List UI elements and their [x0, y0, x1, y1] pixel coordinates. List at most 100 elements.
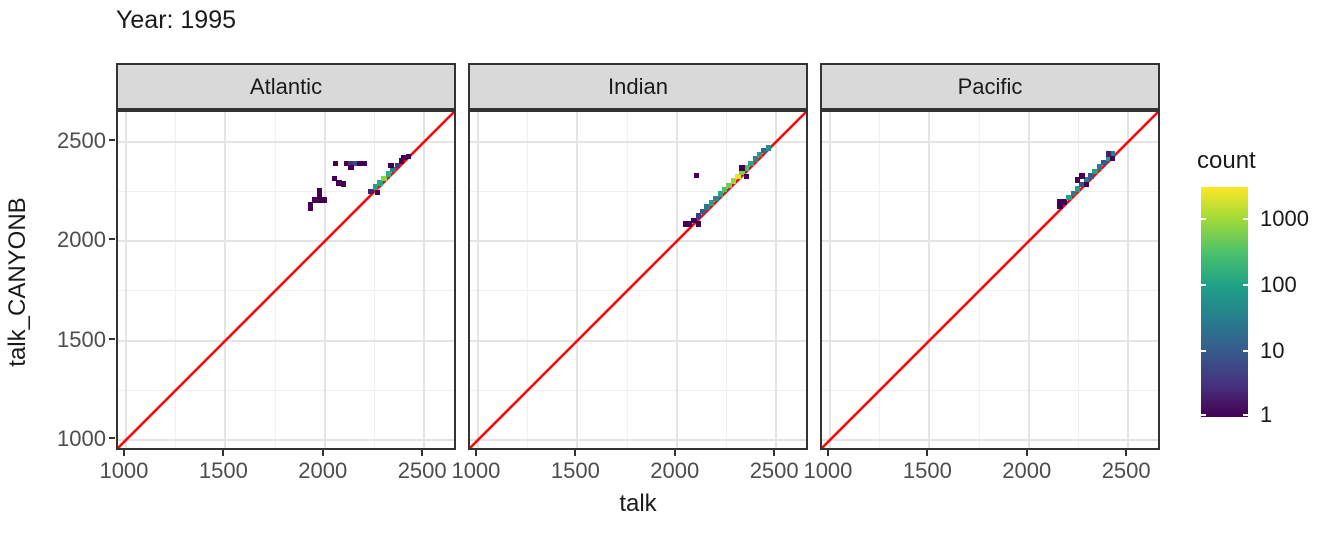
legend-tick-dash [1201, 349, 1206, 352]
major-gridline [118, 240, 454, 243]
legend-tick-dash [1243, 283, 1248, 286]
minor-gridline [373, 112, 375, 448]
identity-reference-line [822, 112, 1158, 448]
facet-strip-indian: Indian [468, 63, 808, 110]
facet-strip-label: Pacific [957, 73, 1023, 99]
major-gridline [470, 140, 806, 143]
legend-tick-dash [1201, 217, 1206, 220]
legend-tick-dash [1243, 217, 1248, 220]
minor-gridline [118, 290, 454, 292]
bin-cell [1109, 155, 1116, 162]
bin-cell [1105, 151, 1112, 157]
bin-cell [717, 191, 724, 197]
minor-gridline [725, 112, 727, 448]
facet-panel-indian [468, 110, 808, 450]
major-gridline [1127, 112, 1130, 448]
bin-cell [316, 188, 323, 194]
bin-cell [1092, 168, 1098, 175]
x-axis-tick [1125, 450, 1128, 456]
bin-cell [307, 205, 314, 212]
bin-cell [1057, 199, 1063, 205]
minor-gridline [1077, 112, 1079, 448]
major-gridline [470, 339, 806, 342]
minor-gridline [118, 389, 454, 391]
y-tick-label: 1000 [57, 426, 106, 452]
minor-gridline [470, 389, 806, 391]
major-gridline [576, 112, 579, 448]
bin-cell [686, 221, 693, 227]
legend-tick-dash [1243, 349, 1248, 352]
bin-cell [1074, 177, 1081, 183]
bin-cell [1079, 173, 1085, 179]
facet-panel-atlantic [116, 110, 456, 450]
legend-title: count [1197, 147, 1256, 174]
x-tick-label: 1000 [99, 458, 149, 483]
bin-cell [708, 200, 715, 206]
bin-cell [401, 154, 407, 161]
major-gridline [118, 439, 454, 442]
bin-cell [316, 192, 323, 199]
bin-cell [735, 173, 741, 180]
major-gridline [423, 112, 426, 448]
minor-gridline [175, 112, 177, 448]
x-axis-tick [826, 450, 829, 456]
bin-cell [756, 151, 763, 158]
bin-cell [374, 189, 381, 196]
major-gridline [822, 439, 1158, 442]
y-axis-tick [109, 138, 115, 141]
legend-tick-dash [1243, 414, 1248, 416]
bin-cell [398, 158, 405, 164]
minor-gridline [879, 112, 881, 448]
y-tick-label: 2000 [57, 227, 106, 253]
x-axis-tick [321, 450, 324, 456]
x-tick-label: 1000 [451, 458, 501, 483]
major-gridline [323, 112, 326, 448]
major-gridline [822, 240, 1158, 243]
x-axis-tick [773, 450, 776, 456]
bin-cell [340, 181, 346, 187]
bin-cell [348, 160, 354, 167]
bin-cell [748, 160, 754, 167]
x-tick-label: 1500 [550, 458, 600, 483]
facet-panel-pacific [820, 110, 1160, 450]
bin-cell [1096, 164, 1103, 170]
x-tick-label: 2500 [1101, 458, 1151, 483]
bin-cell [1061, 199, 1068, 205]
y-axis-title: talk_CANYONB [4, 197, 31, 367]
facet-strip-label: Atlantic [249, 73, 323, 99]
bin-cell [695, 221, 702, 227]
minor-gridline [822, 389, 1158, 391]
bin-cell [321, 197, 327, 203]
bin-cell [388, 162, 394, 169]
major-gridline [828, 112, 831, 448]
legend-tick-label: 10 [1260, 337, 1285, 363]
bin-cell [1083, 177, 1090, 183]
x-tick-label: 2500 [749, 458, 799, 483]
minor-gridline [978, 112, 980, 448]
bin-cell [743, 173, 750, 180]
legend-colorbar [1201, 187, 1248, 417]
legend-tick-dash [1201, 414, 1206, 416]
y-axis-tick [109, 337, 115, 340]
bin-cell [739, 169, 745, 175]
bin-cell [377, 180, 383, 186]
bin-cell [704, 204, 710, 210]
bin-cell [693, 172, 700, 179]
bin-cell [1070, 190, 1077, 197]
x-axis-title: talk [619, 490, 657, 517]
bin-cell [1079, 181, 1085, 188]
bin-cell [1109, 151, 1116, 157]
bin-cell [695, 213, 702, 219]
major-gridline [822, 140, 1158, 143]
x-axis-tick [122, 450, 125, 456]
bin-cell [332, 160, 339, 167]
bin-cell [713, 195, 719, 202]
bin-cell [348, 164, 354, 171]
bin-cell [739, 165, 745, 171]
minor-gridline [118, 191, 454, 193]
bin-cell [394, 162, 401, 169]
facet-strip-label: Indian [608, 73, 668, 99]
minor-gridline [470, 290, 806, 292]
legend-tick-label: 1 [1260, 402, 1273, 427]
facet-strip-atlantic: Atlantic [116, 63, 456, 110]
